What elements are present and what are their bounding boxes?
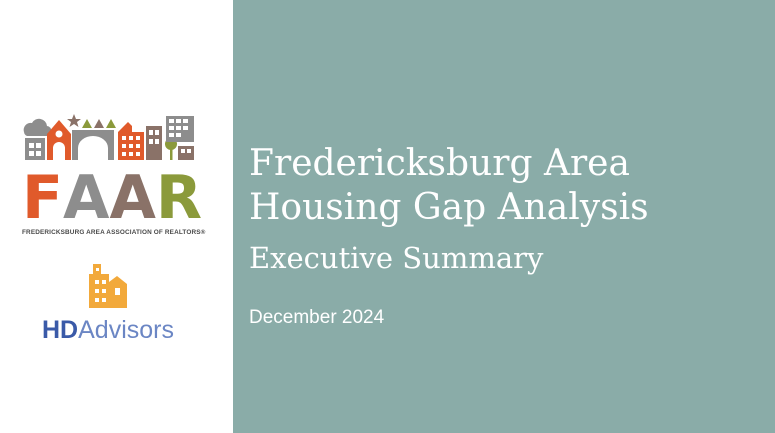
faar-letter-a2: A: [109, 163, 156, 233]
faar-letter-r: R: [155, 163, 203, 233]
building-icon: [89, 264, 127, 308]
title-line-2: Housing Gap Analysis: [249, 187, 649, 228]
faar-letter-a1: A: [63, 163, 110, 233]
faar-wordmark: FAAR: [22, 168, 202, 228]
slide-date: December 2024: [249, 307, 385, 328]
hd-text: HD: [42, 316, 79, 344]
title-line-1: Fredericksburg Area: [249, 143, 630, 184]
logo-panel: FAAR FREDERICKSBURG AREA ASSOCIATION OF …: [0, 0, 233, 433]
faar-buildings-icon: [23, 114, 194, 160]
slide-subtitle: Executive Summary: [249, 241, 544, 275]
hdadvisors-wordmark: HDAdvisors: [42, 316, 174, 345]
hdadvisors-logo: HDAdvisors: [40, 262, 190, 352]
faar-logo: FAAR FREDERICKSBURG AREA ASSOCIATION OF …: [22, 112, 205, 242]
faar-org-name: FREDERICKSBURG AREA ASSOCIATION OF REALT…: [22, 229, 206, 236]
faar-letter-f: F: [22, 163, 63, 233]
advisors-text: Advisors: [78, 316, 174, 344]
slide-title: Fredericksburg Area Housing Gap Analysis: [249, 142, 749, 230]
title-panel: [233, 0, 775, 433]
